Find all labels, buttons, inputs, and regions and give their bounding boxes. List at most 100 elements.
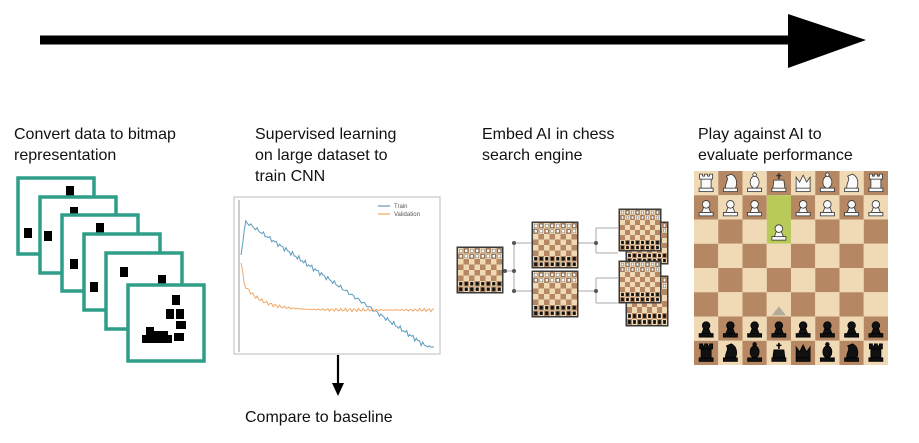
white-knight-piece[interactable]: [844, 173, 860, 193]
bitmap-pixel: [172, 295, 180, 305]
board-square: [766, 195, 791, 220]
black-pawn-piece[interactable]: [747, 321, 763, 338]
board-square: [694, 219, 719, 244]
tree-node: [594, 241, 598, 245]
validation-series-line: [240, 262, 435, 313]
training-loss-chart: Train Validation: [233, 196, 441, 355]
white-pawn-piece[interactable]: [722, 200, 738, 217]
black-rook-piece[interactable]: [698, 343, 714, 362]
board-square: [766, 243, 791, 268]
black-queen-piece[interactable]: [795, 343, 811, 362]
bitmap-pixel: [174, 333, 184, 341]
legend-train: Train: [394, 204, 407, 210]
white-rook-piece[interactable]: [868, 173, 884, 193]
mini-chessboard: [618, 208, 662, 252]
white-queen-piece[interactable]: [795, 174, 811, 193]
chart-frame: [233, 196, 441, 355]
step-4-label: Play against AI to evaluate performance: [698, 126, 853, 164]
step-1-label: Convert data to bitmap representation: [14, 126, 176, 164]
legend-validation: Validation: [394, 212, 420, 218]
step-3-label: Embed AI in chess search engine: [482, 126, 615, 164]
baseline-label: Compare to baseline: [245, 409, 393, 426]
board-square: [742, 268, 767, 293]
tree-node: [512, 241, 516, 245]
search-tree: [456, 208, 669, 327]
black-pawn-piece[interactable]: [819, 321, 835, 338]
black-knight-piece[interactable]: [722, 343, 738, 362]
bitmap-pixel: [176, 309, 184, 319]
board-square: [815, 243, 840, 268]
board-square: [694, 243, 719, 268]
board-square: [718, 219, 743, 244]
white-knight-piece[interactable]: [722, 173, 738, 193]
tree-node: [512, 269, 516, 273]
white-pawn-piece[interactable]: [844, 200, 860, 217]
move-hint-icon: [771, 306, 786, 316]
tree-node: [503, 269, 507, 273]
bitmap-pixel: [142, 335, 172, 343]
white-pawn-piece[interactable]: [868, 200, 884, 217]
black-pawn-piece[interactable]: [844, 321, 860, 338]
black-pawn-piece[interactable]: [771, 321, 787, 338]
white-bishop-piece[interactable]: [819, 172, 835, 193]
black-pawn-piece[interactable]: [868, 321, 884, 338]
board-square: [863, 243, 888, 268]
mini-chessboard: [456, 246, 504, 294]
board-square: [718, 243, 743, 268]
board-square: [863, 219, 888, 244]
black-pawn-piece[interactable]: [722, 321, 738, 338]
tree-node: [594, 289, 598, 293]
white-pawn-piece[interactable]: [819, 200, 835, 217]
board-square: [791, 219, 816, 244]
white-bishop-piece[interactable]: [747, 172, 763, 193]
step-2-label: Supervised learning on large dataset to …: [255, 126, 397, 185]
board-square: [742, 243, 767, 268]
board-square: [815, 268, 840, 293]
board-square: [742, 219, 767, 244]
black-bishop-piece[interactable]: [747, 342, 763, 362]
black-knight-piece[interactable]: [844, 343, 860, 362]
white-pawn-piece[interactable]: [771, 224, 787, 241]
chart-legend: Train Validation: [378, 204, 420, 218]
board-square: [839, 268, 864, 293]
board-square: [863, 268, 888, 293]
black-king-piece[interactable]: [771, 342, 787, 362]
bitmap-frame: [126, 283, 206, 363]
bitmap-stack: [16, 176, 206, 363]
black-pawn-piece[interactable]: [795, 321, 811, 338]
tree-node: [512, 289, 516, 293]
board-square: [718, 292, 743, 317]
board-square: [742, 292, 767, 317]
white-pawn-piece[interactable]: [795, 200, 811, 217]
board-square: [815, 219, 840, 244]
black-pawn-piece[interactable]: [698, 321, 714, 338]
board-square: [791, 268, 816, 293]
white-pawn-piece[interactable]: [747, 200, 763, 217]
board-square: [718, 268, 743, 293]
bitmap-pixel: [166, 309, 174, 319]
white-rook-piece[interactable]: [698, 173, 714, 193]
board-square: [766, 268, 791, 293]
bitmap-pixel: [176, 321, 186, 329]
timeline-arrow: [40, 14, 866, 68]
black-bishop-piece[interactable]: [819, 342, 835, 362]
mini-chessboard: [531, 270, 579, 318]
board-square: [839, 219, 864, 244]
baseline-arrow: [332, 355, 344, 396]
black-rook-piece[interactable]: [868, 343, 884, 362]
board-square: [863, 292, 888, 317]
board-square: [791, 243, 816, 268]
board-square: [839, 243, 864, 268]
board-square: [815, 292, 840, 317]
board-square: [839, 292, 864, 317]
board-square: [694, 268, 719, 293]
chess-game-board: [694, 171, 888, 365]
mini-chessboard: [531, 221, 579, 269]
board-square: [791, 292, 816, 317]
white-king-piece[interactable]: [771, 173, 787, 193]
mini-chessboard: [618, 260, 662, 304]
board-square: [694, 292, 719, 317]
bitmap-pixel: [146, 327, 154, 335]
white-pawn-piece[interactable]: [698, 200, 714, 217]
